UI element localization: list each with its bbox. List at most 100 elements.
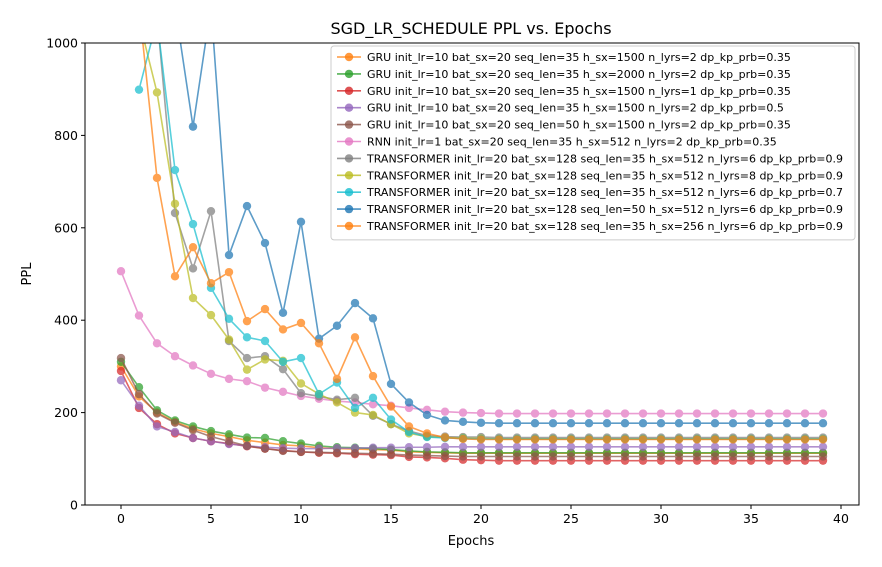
data-point — [314, 389, 324, 399]
legend-label: TRANSFORMER init_lr=20 bat_sx=128 seq_le… — [366, 169, 843, 182]
x-tick-label: 10 — [293, 511, 309, 526]
data-point — [548, 435, 558, 444]
data-point — [458, 442, 468, 451]
data-point — [188, 293, 198, 303]
data-point — [620, 442, 630, 451]
data-point — [818, 419, 828, 428]
data-point — [494, 409, 504, 418]
data-point — [386, 402, 396, 411]
data-point — [404, 443, 414, 452]
data-point — [260, 304, 270, 314]
data-point — [512, 419, 522, 428]
y-axis: 0 200 400 600 800 1000 — [46, 36, 85, 513]
data-point — [440, 407, 450, 416]
data-point — [134, 85, 144, 94]
data-point — [476, 452, 486, 461]
legend-item: TRANSFORMER init_lr=20 bat_sx=128 seq_le… — [337, 203, 843, 216]
legend-item: TRANSFORMER init_lr=20 bat_sx=128 seq_le… — [337, 186, 843, 199]
legend-label: GRU init_lr=10 bat_sx=20 seq_len=35 h_sx… — [367, 102, 784, 115]
legend-item: GRU init_lr=10 bat_sx=20 seq_len=35 h_sx… — [337, 51, 791, 64]
data-point — [458, 408, 468, 417]
data-point — [170, 427, 180, 437]
legend-item: TRANSFORMER init_lr=20 bat_sx=128 seq_le… — [337, 152, 843, 165]
x-tick-label: 5 — [207, 511, 215, 526]
data-point — [152, 173, 162, 183]
legend-marker-swatch — [344, 221, 354, 231]
data-point — [242, 441, 252, 451]
data-point — [404, 398, 414, 407]
data-point — [710, 435, 720, 444]
data-point — [512, 442, 522, 451]
data-point — [296, 353, 306, 363]
legend-label: GRU init_lr=10 bat_sx=20 seq_len=35 h_sx… — [367, 85, 791, 98]
data-point — [278, 308, 288, 318]
data-point — [494, 435, 504, 444]
data-point — [620, 452, 630, 461]
data-point — [566, 435, 576, 444]
x-tick-label: 25 — [563, 511, 579, 526]
data-point — [548, 452, 558, 461]
data-point — [764, 442, 774, 451]
legend-label: TRANSFORMER init_lr=20 bat_sx=128 seq_le… — [366, 220, 843, 233]
data-point — [260, 355, 270, 364]
data-point — [224, 335, 234, 344]
data-point — [692, 409, 702, 418]
data-point — [278, 437, 288, 446]
legend-item: RNN init_lr=1 bat_sx=20 seq_len=35 h_sx=… — [337, 136, 777, 149]
data-point — [116, 366, 126, 376]
data-point — [170, 272, 180, 281]
data-point — [224, 267, 234, 277]
data-point — [170, 418, 180, 427]
data-point — [116, 376, 126, 385]
data-point — [764, 435, 774, 444]
data-point — [260, 444, 270, 453]
data-point — [494, 419, 504, 428]
data-point — [728, 409, 738, 418]
legend-marker-swatch — [344, 188, 354, 197]
data-point — [656, 409, 666, 418]
data-point — [818, 452, 828, 461]
data-point — [350, 333, 360, 342]
legend: GRU init_lr=10 bat_sx=20 seq_len=35 h_sx… — [330, 45, 856, 241]
data-point — [530, 442, 540, 451]
data-point — [566, 419, 576, 428]
data-point — [296, 318, 306, 328]
data-point — [638, 435, 648, 444]
data-point — [224, 374, 234, 384]
data-point — [818, 442, 828, 451]
data-point — [207, 2, 215, 10]
data-point — [566, 452, 576, 461]
data-point — [638, 442, 648, 451]
data-point — [674, 442, 684, 451]
data-point — [530, 419, 540, 428]
data-point — [224, 250, 234, 260]
legend-label: TRANSFORMER init_lr=20 bat_sx=128 seq_le… — [366, 203, 843, 216]
chart-title: SGD_LR_SCHEDULE PPL vs. Epochs — [330, 19, 611, 39]
legend-label: GRU init_lr=10 bat_sx=20 seq_len=50 h_sx… — [367, 119, 791, 132]
data-point — [188, 219, 198, 229]
data-point — [692, 452, 702, 461]
data-point — [296, 379, 306, 388]
data-point — [710, 419, 720, 428]
x-tick-label: 0 — [117, 511, 125, 526]
data-point — [764, 452, 774, 461]
data-point — [278, 357, 288, 366]
data-point — [476, 442, 486, 451]
x-tick-label: 40 — [833, 511, 849, 526]
data-point — [746, 442, 756, 451]
data-point — [674, 452, 684, 461]
data-point — [692, 419, 702, 428]
legend-label: RNN init_lr=1 bat_sx=20 seq_len=35 h_sx=… — [367, 136, 777, 149]
data-point — [728, 419, 738, 428]
data-point — [728, 435, 738, 444]
legend-item: GRU init_lr=10 bat_sx=20 seq_len=35 h_sx… — [337, 68, 791, 81]
data-point — [782, 435, 792, 444]
data-point — [620, 419, 630, 428]
data-point — [458, 434, 468, 444]
data-point — [242, 201, 252, 211]
data-point — [152, 88, 162, 97]
data-point — [422, 429, 432, 438]
data-point — [620, 435, 630, 444]
data-point — [746, 452, 756, 461]
